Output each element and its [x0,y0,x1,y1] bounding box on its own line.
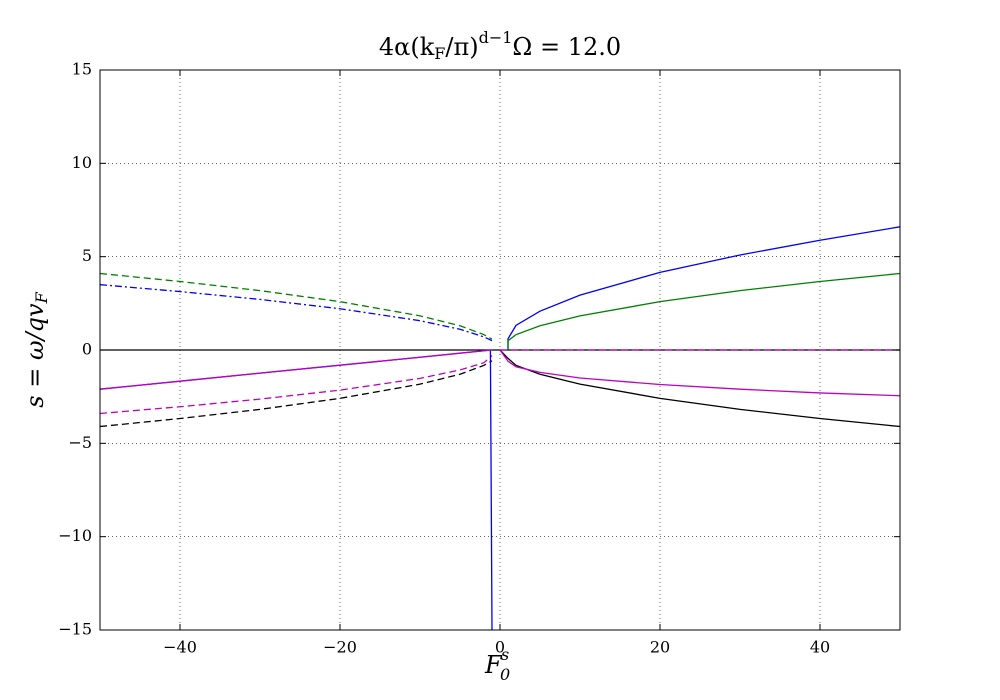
title-part: 4α(k [379,33,435,61]
plot-area [99,69,901,631]
series-line [99,355,493,415]
x-tick-label: 0 [495,638,505,657]
series-line [99,349,493,390]
x-label-part: 0 [500,665,510,684]
title-part: d−1 [479,28,513,47]
x-tick-label: −40 [163,638,197,657]
y-tick-label: −15 [58,620,92,639]
y-tick-label: 10 [72,153,92,172]
y-tick-label: −5 [68,433,92,452]
title-part: /π) [445,33,478,61]
y-label-part: s = ω/qv [21,303,49,408]
x-tick-label: 40 [810,638,830,657]
series-line [99,349,493,631]
series-line [99,360,493,428]
title-part: F [434,44,445,63]
x-tick-label: 20 [650,638,670,657]
y-label-part: F [32,291,51,304]
y-tick-label: 5 [82,246,92,265]
y-tick-label: 15 [72,60,92,79]
series-line [499,349,901,428]
series-line [499,349,901,397]
x-label-part: F [484,651,503,679]
series-line [507,226,901,350]
series-line [507,272,901,350]
y-tick-label: −10 [58,526,92,545]
chart-title: 4α(kF/π)d−1Ω = 12.0 [379,28,621,63]
series-line [99,272,493,340]
x-tick-label: −20 [323,638,357,657]
x-label-part: s [501,645,509,664]
y-tick-label: 0 [82,340,92,359]
y-axis-label: s = ω/qvF [21,291,51,407]
title-part: Ω = 12.0 [512,33,621,61]
series-line [99,284,493,342]
x-axis-label: F0s [484,645,510,684]
